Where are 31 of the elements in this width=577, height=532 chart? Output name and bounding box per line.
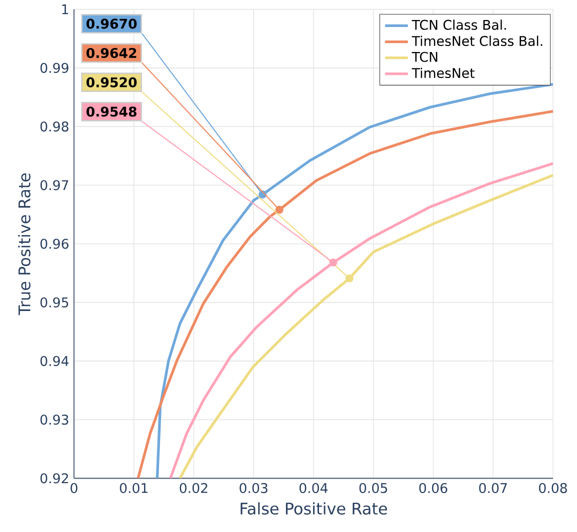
point: [275, 206, 284, 214]
legend-label: TCN Class Bal.: [412, 19, 506, 30]
y-tick-label: 0.98: [40, 121, 68, 132]
x-tick-label: 0.07: [479, 482, 507, 493]
x-tick-label: 0.01: [120, 482, 148, 493]
x-tick-label: 0.02: [180, 482, 208, 493]
annotation: 0.9548: [86, 106, 136, 117]
y-tick-label: 0.97: [40, 180, 68, 190]
legend-label: TCN: [412, 52, 438, 62]
x-tick-label: 0.03: [240, 482, 268, 493]
annotation: 0.9642: [86, 48, 136, 58]
point: [345, 274, 354, 282]
y-tick-label: 0.99: [40, 62, 68, 73]
y-axis-title: True Positive Rate: [18, 173, 30, 315]
x-tick-label: 0.08: [539, 482, 567, 493]
x-tick-label: 0.06: [419, 482, 448, 493]
y-tick-label: 0.92: [40, 473, 68, 484]
y-tick-label: 0.94: [40, 356, 69, 366]
legend-label: TimesNet Class Bal.: [412, 36, 542, 46]
legend-label: TimesNet: [412, 68, 475, 78]
point: [329, 258, 338, 266]
y-tick-label: 0.93: [40, 414, 68, 425]
x-axis-title: False Positive Rate: [240, 502, 388, 514]
y-tick-label: 0.95: [40, 297, 68, 308]
x-tick-label: 0.04: [300, 482, 328, 493]
y-tick-label: 0.96: [40, 238, 68, 249]
annotation: 0.9520: [86, 77, 137, 88]
annotation: 0.9670: [86, 18, 137, 29]
x-tick-label: 0.05: [359, 482, 388, 493]
y-tick-label: 1: [62, 4, 68, 14]
x-tick-label: 0: [70, 482, 78, 493]
